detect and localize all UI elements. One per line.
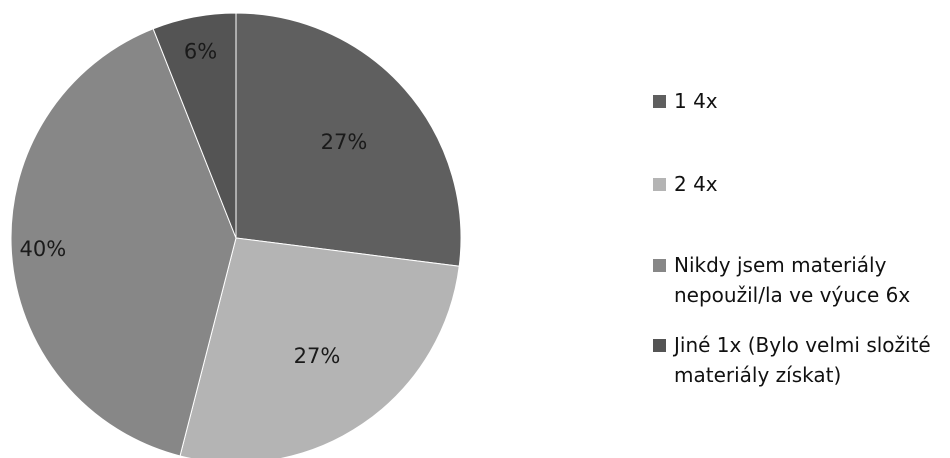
- slice-1: [235, 12, 462, 267]
- legend-item-3: Nikdy jsem materiály nepoužil/la ve výuc…: [653, 250, 950, 310]
- legend-label-2: 2 4x: [674, 172, 718, 196]
- legend-swatch-4: [653, 339, 666, 352]
- legend-swatch-3: [653, 259, 666, 272]
- pie-chart: 27% 27% 40% 6%: [10, 12, 462, 458]
- legend-swatch-2: [653, 178, 666, 191]
- slice-4: [152, 12, 237, 239]
- slice-label-2: 27%: [294, 344, 341, 368]
- slice-label-3: 40%: [20, 237, 67, 261]
- legend-item-4: Jiné 1x (Bylo velmi složité materiály zí…: [653, 330, 950, 390]
- legend-label-4: Jiné 1x (Bylo velmi složité materiály zí…: [674, 333, 931, 387]
- slice-3: [10, 28, 237, 457]
- slice-label-4: 6%: [184, 39, 217, 63]
- legend-swatch-1: [653, 95, 666, 108]
- legend-item-1: 1 4x: [653, 86, 950, 116]
- legend-label-1: 1 4x: [674, 89, 718, 113]
- slice-label-1: 27%: [321, 130, 368, 154]
- legend-item-2: 2 4x: [653, 169, 950, 199]
- slice-2: [179, 237, 460, 458]
- legend-label-3: Nikdy jsem materiály nepoužil/la ve výuc…: [674, 253, 911, 307]
